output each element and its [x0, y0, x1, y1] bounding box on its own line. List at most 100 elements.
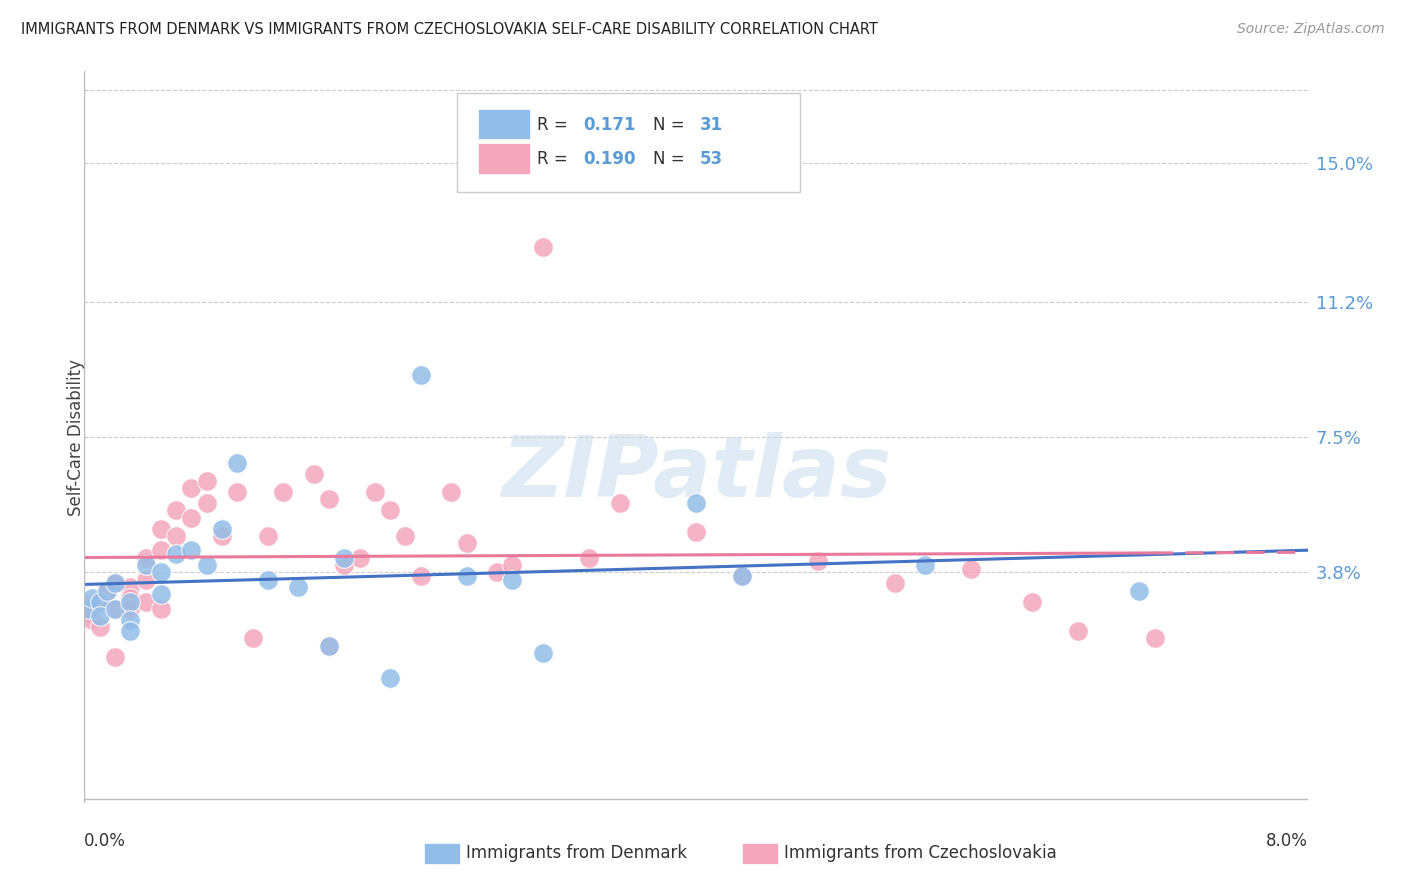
Point	[120, 613, 142, 627]
Point	[271, 485, 294, 500]
Point	[104, 576, 127, 591]
Point	[89, 620, 111, 634]
Point	[502, 573, 524, 587]
Text: 31: 31	[700, 116, 723, 134]
Point	[135, 550, 157, 565]
Text: N =: N =	[654, 116, 690, 134]
Point	[302, 467, 325, 481]
Text: R =: R =	[537, 150, 574, 168]
Text: Immigrants from Denmark: Immigrants from Denmark	[465, 844, 688, 863]
Point	[195, 496, 218, 510]
Point	[120, 602, 142, 616]
Point	[77, 602, 100, 616]
Point	[120, 591, 142, 605]
Point	[104, 649, 127, 664]
Point	[120, 624, 142, 638]
Point	[80, 613, 103, 627]
Point	[89, 594, 111, 608]
Point	[380, 503, 402, 517]
Point	[104, 602, 127, 616]
Point	[1143, 632, 1166, 646]
Point	[1067, 624, 1090, 638]
Point	[120, 594, 142, 608]
FancyBboxPatch shape	[478, 109, 530, 139]
FancyBboxPatch shape	[478, 143, 530, 174]
Point	[531, 646, 554, 660]
Point	[180, 543, 202, 558]
Point	[165, 529, 187, 543]
Point	[89, 594, 111, 608]
Point	[135, 573, 157, 587]
Text: 0.190: 0.190	[583, 150, 636, 168]
Text: N =: N =	[654, 150, 690, 168]
Point	[149, 602, 172, 616]
Point	[609, 496, 631, 510]
Point	[883, 576, 905, 591]
Point	[960, 562, 983, 576]
Point	[165, 503, 187, 517]
Point	[226, 456, 249, 470]
Point	[1021, 594, 1043, 608]
Point	[440, 485, 463, 500]
FancyBboxPatch shape	[742, 843, 778, 864]
Point	[165, 547, 187, 561]
Point	[287, 580, 309, 594]
Point	[394, 529, 416, 543]
Point	[120, 580, 142, 594]
Point	[77, 606, 100, 620]
Y-axis label: Self-Care Disability: Self-Care Disability	[67, 359, 84, 516]
Point	[409, 368, 432, 382]
Point	[685, 525, 707, 540]
Point	[531, 240, 554, 254]
Point	[149, 566, 172, 580]
Text: 0.171: 0.171	[583, 116, 636, 134]
Point	[456, 536, 478, 550]
Point	[226, 485, 249, 500]
Point	[318, 639, 340, 653]
Point	[80, 591, 103, 605]
FancyBboxPatch shape	[457, 94, 800, 192]
FancyBboxPatch shape	[425, 843, 460, 864]
Point	[807, 554, 830, 568]
Point	[731, 569, 754, 583]
Point	[180, 481, 202, 495]
Point	[195, 474, 218, 488]
Point	[96, 583, 118, 598]
Point	[96, 583, 118, 598]
Text: 0.0%: 0.0%	[84, 832, 127, 850]
Point	[180, 510, 202, 524]
Text: 8.0%: 8.0%	[1265, 832, 1308, 850]
Point	[211, 521, 233, 535]
Point	[349, 550, 371, 565]
Point	[76, 599, 98, 613]
Point	[195, 558, 218, 573]
Point	[333, 550, 356, 565]
Point	[364, 485, 387, 500]
Text: Immigrants from Czechoslovakia: Immigrants from Czechoslovakia	[785, 844, 1057, 863]
Point	[149, 543, 172, 558]
Point	[318, 639, 340, 653]
Text: Source: ZipAtlas.com: Source: ZipAtlas.com	[1237, 22, 1385, 37]
Point	[104, 576, 127, 591]
Point	[242, 632, 264, 646]
Point	[318, 492, 340, 507]
Point	[257, 529, 280, 543]
Text: ZIPatlas: ZIPatlas	[501, 432, 891, 516]
Point	[578, 550, 600, 565]
Point	[380, 672, 402, 686]
Point	[685, 496, 707, 510]
Point	[333, 558, 356, 573]
Point	[135, 594, 157, 608]
Point	[1128, 583, 1150, 598]
Point	[914, 558, 936, 573]
Text: 53: 53	[700, 150, 723, 168]
Point	[486, 566, 509, 580]
Point	[211, 529, 233, 543]
Point	[135, 558, 157, 573]
Point	[731, 569, 754, 583]
Point	[409, 569, 432, 583]
Text: IMMIGRANTS FROM DENMARK VS IMMIGRANTS FROM CZECHOSLOVAKIA SELF-CARE DISABILITY C: IMMIGRANTS FROM DENMARK VS IMMIGRANTS FR…	[21, 22, 877, 37]
Point	[456, 569, 478, 583]
Text: R =: R =	[537, 116, 574, 134]
Point	[149, 521, 172, 535]
